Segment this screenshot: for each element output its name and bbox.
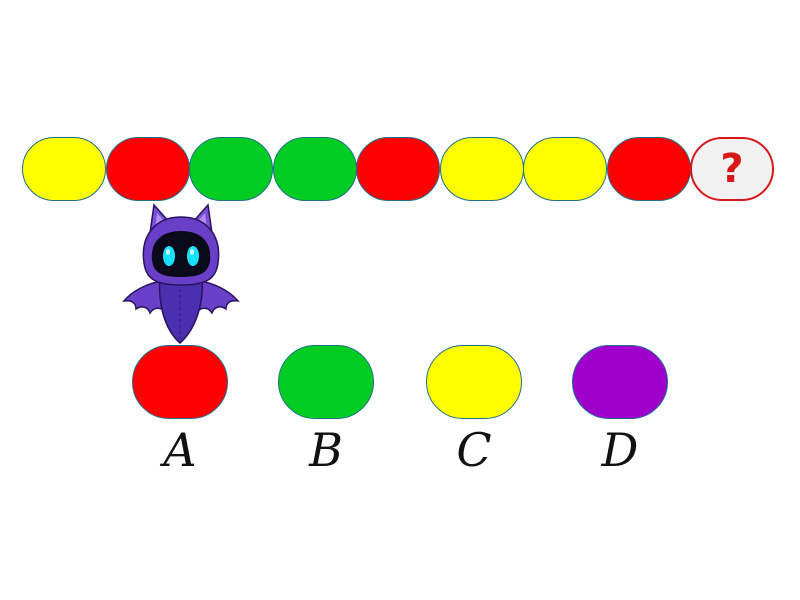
answer-options: A B C D (0, 345, 800, 485)
option-c[interactable]: C (426, 345, 522, 477)
option-bead[interactable] (278, 345, 374, 419)
sequence-bead (189, 137, 273, 201)
purple-bat-mascot-icon (122, 203, 240, 344)
option-label[interactable]: D (601, 423, 639, 477)
option-bead[interactable] (426, 345, 522, 419)
option-d[interactable]: D (572, 345, 668, 477)
sequence-bead (523, 137, 607, 201)
option-label[interactable]: C (456, 423, 492, 477)
unknown-bead: ? (690, 137, 774, 201)
sequence-bead (105, 137, 190, 201)
sequence-bead (272, 137, 357, 201)
option-a[interactable]: A (132, 345, 228, 477)
bead-sequence: ? (22, 137, 782, 203)
option-label[interactable]: A (163, 423, 197, 477)
option-b[interactable]: B (278, 345, 374, 477)
sequence-bead (606, 137, 691, 201)
sequence-bead (356, 137, 440, 201)
sequence-bead (22, 137, 106, 201)
option-label[interactable]: B (309, 423, 343, 477)
sequence-bead (439, 137, 524, 201)
option-bead[interactable] (132, 345, 228, 419)
option-bead[interactable] (572, 345, 668, 419)
